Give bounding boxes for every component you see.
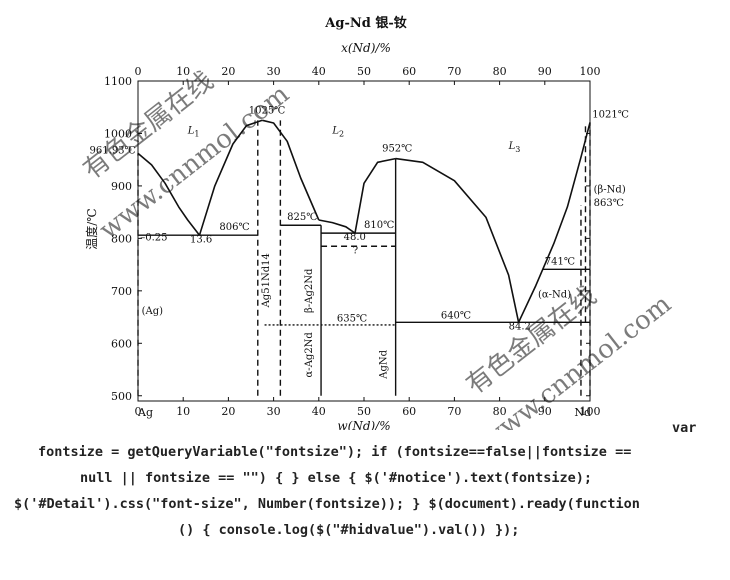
annotation-label: 1025℃ [249, 106, 286, 117]
y-tick-label: 900 [111, 180, 132, 193]
phase-label: Ag51Nd14 [261, 253, 272, 308]
annotation-label: ? [353, 246, 358, 257]
x-tick-label: 100 [580, 405, 601, 418]
x-axis-label: w(Nd)/% [337, 419, 390, 430]
y-axis-ticks: 500 600 700 800 900 1000 1100 [104, 75, 590, 403]
top-axis-label: x(Nd)/% [341, 41, 391, 55]
top-tick-label: 50 [357, 65, 371, 78]
y-axis-label: 温度/℃ [84, 208, 99, 249]
left-end-label: Ag [137, 406, 153, 419]
x-tick-label: 0 [135, 405, 142, 418]
annotation-label: L2 [331, 125, 344, 138]
code-line-4: $('#Detail').css("font-size", Number(fon… [14, 496, 640, 512]
x-tick-label: 20 [221, 405, 235, 418]
annotation-label: 825℃ [287, 212, 317, 223]
top-tick-label: 30 [267, 65, 281, 78]
top-tick-label: 40 [312, 65, 326, 78]
top-tick-label: 20 [221, 65, 235, 78]
annotation-label: 84.2 [509, 322, 531, 333]
x-tick-label: 70 [447, 405, 461, 418]
top-tick-label: 90 [538, 65, 552, 78]
right-end-label: Nd [574, 406, 591, 419]
annotation-label: 806℃ [219, 222, 249, 233]
annotation-label: 952℃ [382, 143, 412, 154]
top-tick-label: 100 [580, 65, 601, 78]
annotation-label: L1 [187, 125, 200, 138]
x-tick-label: 50 [357, 405, 371, 418]
annotation-label: (β-Nd) [594, 185, 626, 196]
phase-label: β-Ag2Nd [304, 268, 315, 313]
top-tick-label: 60 [402, 65, 416, 78]
watermark-group: 有色金属在线 www.cnnmol.com 有色金属在线 www.cnnmol.… [78, 66, 677, 430]
y-tick-label: 800 [111, 232, 132, 245]
liquidus-curve [517, 122, 591, 323]
phase-vertical-labels: Ag51Nd14 β-Ag2Nd α-Ag2Nd AgNd [261, 253, 390, 380]
y-tick-label: 700 [111, 285, 132, 298]
annotation-label: (Ag) [142, 306, 164, 317]
liquidus-curve [137, 152, 201, 236]
top-axis-ticks: 0 10 20 30 40 50 60 70 80 90 100 [135, 65, 601, 85]
annotation-label: (α-Nd) [538, 290, 571, 301]
code-line-3: null || fontsize == "") { } else { $('#n… [80, 470, 593, 486]
phase-label: AgNd [379, 349, 390, 379]
code-line-5: () { console.log($("#hidvalue").val()) }… [178, 522, 520, 538]
x-tick-label: 30 [267, 405, 281, 418]
x-tick-label: 60 [402, 405, 416, 418]
annotation-label: 1021℃ [592, 110, 629, 121]
annotation-label: 863℃ [594, 198, 624, 209]
annotation-label: 810℃ [364, 220, 394, 231]
annotation-label: 635℃ [337, 313, 367, 324]
annotation-label: –0.25 [140, 232, 167, 243]
liquidus-curve [318, 219, 356, 234]
phase-diagram: Ag-Nd 银-钕 x(Nd)/% 0 10 20 30 40 50 60 70 80 90 100… [78, 15, 677, 430]
annotation-label: 48.0 [344, 232, 366, 243]
y-tick-label: 600 [111, 337, 132, 350]
phase-label: α-Ag2Nd [304, 332, 315, 378]
code-line-1: var [672, 420, 697, 436]
top-tick-label: 80 [493, 65, 507, 78]
y-tick-label: 1000 [104, 127, 132, 140]
x-tick-label: 10 [176, 405, 190, 418]
annotations: 961.93℃ 1025℃ 952℃ 1021℃ 806℃ 825℃ 810℃ 741℃ 863… [90, 106, 629, 333]
annotation-label: L3 [508, 141, 521, 154]
x-tick-label: 90 [538, 405, 552, 418]
x-tick-label: 40 [312, 405, 326, 418]
code-line-2: fontsize = getQueryVariable("fontsize");… [38, 444, 632, 460]
liquidus-curve [198, 119, 263, 236]
top-tick-label: 10 [176, 65, 190, 78]
liquidus-curve [262, 119, 320, 221]
annotation-label: 640℃ [441, 311, 471, 322]
code-text-block: var fontsize = getQueryVariable("fontsiz… [0, 418, 730, 568]
annotation-label: 13.6 [190, 235, 212, 246]
annotation-label: 961.93℃ [90, 145, 136, 156]
chart-title: Ag-Nd 银-钕 [324, 15, 406, 31]
x-tick-label: 80 [493, 405, 507, 418]
liquidus-curve [354, 157, 396, 234]
bottom-axis-ticks: 0 10 20 30 40 50 60 70 80 90 100 [135, 397, 601, 418]
annotation-label: 741℃ [545, 257, 575, 268]
liquidus-curve [395, 157, 520, 323]
top-tick-label: 70 [447, 65, 461, 78]
y-tick-label: 1100 [104, 75, 132, 88]
y-tick-label: 500 [111, 390, 132, 403]
phase-boundaries [137, 119, 591, 396]
top-tick-label: 0 [135, 65, 142, 78]
